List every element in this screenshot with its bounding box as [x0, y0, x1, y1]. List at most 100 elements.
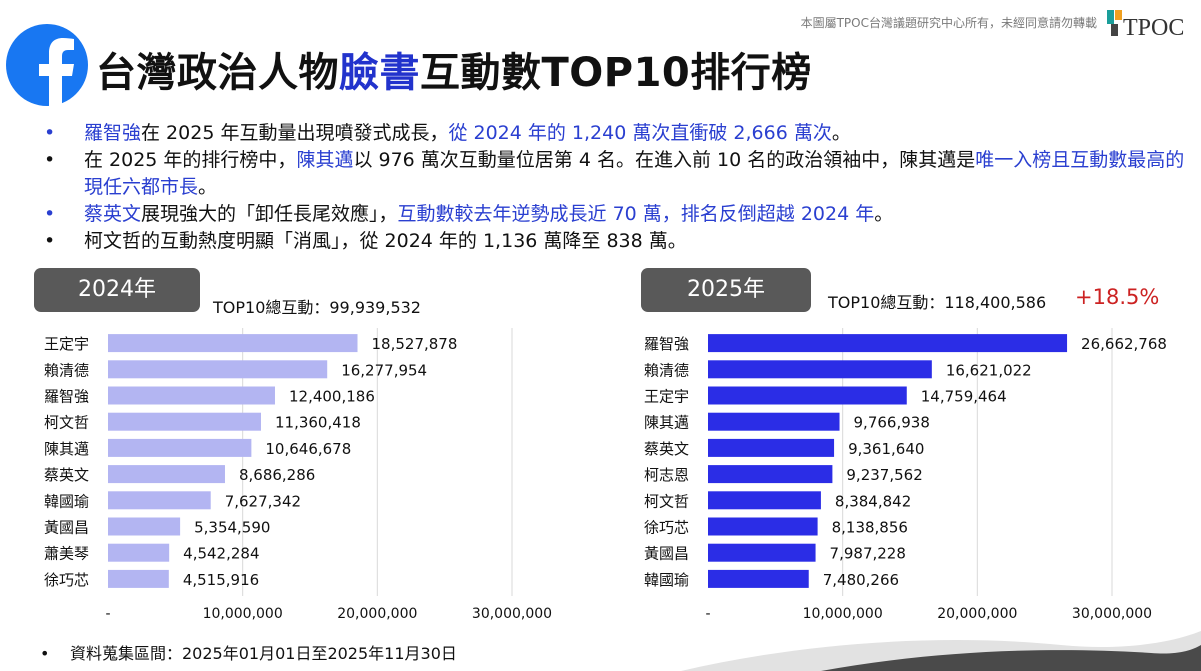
tpoc-logo: TPOC: [1107, 10, 1184, 40]
category-label: 蔡英文: [644, 440, 689, 458]
bar: [108, 386, 275, 405]
category-label: 陳其邁: [644, 414, 689, 432]
bar: [708, 334, 1068, 353]
bullet-text-segment: 蔡英文: [84, 203, 142, 225]
footnote: • 資料蒐集區間：2025年01月01日至2025年11月30日: [40, 640, 457, 664]
category-label: 徐巧芯: [644, 519, 689, 537]
year-tab-2024: 2024年: [34, 268, 200, 312]
bar: [108, 465, 225, 484]
x-tick-label: 30,000,000: [1072, 606, 1152, 622]
bar: [108, 334, 358, 353]
bullet-text-segment: 羅智強: [84, 122, 142, 144]
bar: [108, 360, 328, 379]
bar: [708, 386, 907, 405]
bar: [708, 517, 818, 536]
insight-bullets: • 羅智強在 2025 年互動量出現噴發式成長，從 2024 年的 1,240 萬…: [40, 120, 1190, 255]
bullet-dot: •: [44, 230, 56, 252]
data-label: 12,400,186: [289, 388, 375, 406]
title-prefix: 台灣政治人物: [96, 50, 339, 96]
category-label: 徐巧芯: [44, 571, 89, 589]
data-label: 14,759,464: [921, 388, 1007, 406]
data-label: 9,766,938: [854, 414, 930, 432]
category-label: 羅智強: [44, 388, 89, 406]
category-label: 王定宇: [644, 388, 689, 406]
bullet-text-segment: 展現強大的「卸任長尾效應」，: [141, 203, 398, 225]
bullet-text-segment: 以 976 萬次互動量位居第 4 名。在進入前 10 名的政治領袖中，陳其邁是: [353, 149, 976, 171]
x-tick-label: 20,000,000: [337, 606, 417, 622]
bar: [108, 438, 252, 457]
bar: [108, 491, 211, 510]
tpoc-logo-text: TPOC: [1123, 15, 1184, 40]
data-label: 9,237,562: [846, 466, 922, 484]
category-label: 韓國瑜: [44, 492, 89, 510]
bullet-dot: •: [44, 203, 56, 225]
data-label: 4,542,284: [183, 545, 259, 563]
category-label: 柯志恩: [644, 466, 689, 484]
data-label: 8,686,286: [239, 466, 315, 484]
bar: [108, 543, 170, 562]
data-label: 4,515,916: [183, 571, 259, 589]
category-label: 蔡英文: [44, 466, 89, 484]
data-label: 16,621,022: [946, 361, 1032, 379]
x-tick-label: 20,000,000: [937, 606, 1017, 622]
data-label: 7,627,342: [225, 492, 301, 510]
data-label: 8,138,856: [832, 519, 908, 537]
bar-chart-2025: - 10,000,000 20,000,000 30,000,000 羅智強 26,662…: [644, 328, 1167, 622]
category-label: 柯文哲: [644, 492, 689, 510]
bar: [108, 517, 181, 536]
data-label: 11,360,418: [275, 414, 361, 432]
title-suffix: 互動數TOP10排行榜: [420, 50, 812, 96]
data-label: 9,361,640: [848, 440, 924, 458]
category-label: 賴清德: [44, 361, 89, 379]
bar: [708, 569, 809, 588]
footnote-bullet: •: [40, 644, 50, 663]
data-label: 10,646,678: [265, 440, 351, 458]
bar: [708, 491, 821, 510]
data-label: 18,527,878: [372, 335, 458, 353]
bullet-text-segment: 。: [198, 176, 218, 198]
bar-chart-2024: - 10,000,000 20,000,000 30,000,000 王定宇 18,527…: [44, 328, 552, 622]
x-tick-label: 30,000,000: [472, 606, 552, 622]
category-label: 王定宇: [44, 335, 89, 353]
x-tick-label: 10,000,000: [803, 606, 883, 622]
category-label: 羅智強: [644, 335, 689, 353]
bar: [708, 465, 833, 484]
total-label-2024: TOP10總互動：99,939,532: [213, 298, 421, 317]
insight-bullet: • 柯文哲的互動熱度明顯「消風」，從 2024 年的 1,136 萬降至 838 …: [40, 228, 1190, 255]
page-title: 台灣政治人物臉書互動數TOP10排行榜: [96, 40, 812, 98]
bullet-text-segment: 從 2024 年的 1,240 萬次直衝破 2,666 萬次: [448, 122, 832, 144]
category-label: 賴清德: [644, 361, 689, 379]
data-label: 7,480,266: [823, 571, 899, 589]
category-label: 蕭美琴: [44, 545, 89, 563]
x-tick-label: -: [705, 606, 710, 622]
insight-bullet: • 蔡英文展現強大的「卸任長尾效應」，互動數較去年逆勢成長近 70 萬，排名反倒超…: [40, 201, 1190, 228]
category-label: 黃國昌: [44, 519, 89, 537]
bar: [108, 412, 261, 431]
category-label: 柯文哲: [44, 414, 89, 432]
bar: [708, 543, 816, 562]
total-label-2025: TOP10總互動：118,400,586: [828, 293, 1047, 312]
bullet-text-segment: 柯文哲的互動熱度明顯「消風」，從 2024 年的 1,136 萬降至 838 萬…: [84, 230, 687, 252]
insight-bullet: • 在 2025 年的排行榜中，陳其邁以 976 萬次互動量位居第 4 名。在進入…: [40, 147, 1190, 201]
data-label: 16,277,954: [341, 361, 427, 379]
x-tick-label: -: [105, 606, 110, 622]
bullet-dot: •: [44, 149, 56, 171]
bullet-text-segment: 陳其邁: [296, 149, 354, 171]
bullet-text-segment: 。: [831, 122, 851, 144]
bar: [708, 438, 835, 457]
bar: [708, 412, 840, 431]
x-tick-label: 10,000,000: [203, 606, 283, 622]
facebook-icon: [6, 24, 88, 106]
insight-bullet: • 羅智強在 2025 年互動量出現噴發式成長，從 2024 年的 1,240 萬…: [40, 120, 1190, 147]
bullet-dot: •: [44, 122, 56, 144]
bullet-text-segment: 互動數較去年逆勢成長近 70 萬，排名反倒超越 2024 年: [397, 203, 875, 225]
growth-label: +18.5%: [1075, 285, 1160, 309]
bullet-text-segment: 在 2025 年的排行榜中，: [84, 149, 297, 171]
bullet-text-segment: 。: [874, 203, 894, 225]
data-label: 26,662,768: [1081, 335, 1167, 353]
bar: [708, 360, 932, 379]
bar: [108, 569, 169, 588]
copyright-notice: 本圖屬TPOC台灣議題研究中心所有，未經同意請勿轉載: [800, 16, 1097, 30]
category-label: 陳其邁: [44, 440, 89, 458]
category-label: 黃國昌: [644, 545, 689, 563]
